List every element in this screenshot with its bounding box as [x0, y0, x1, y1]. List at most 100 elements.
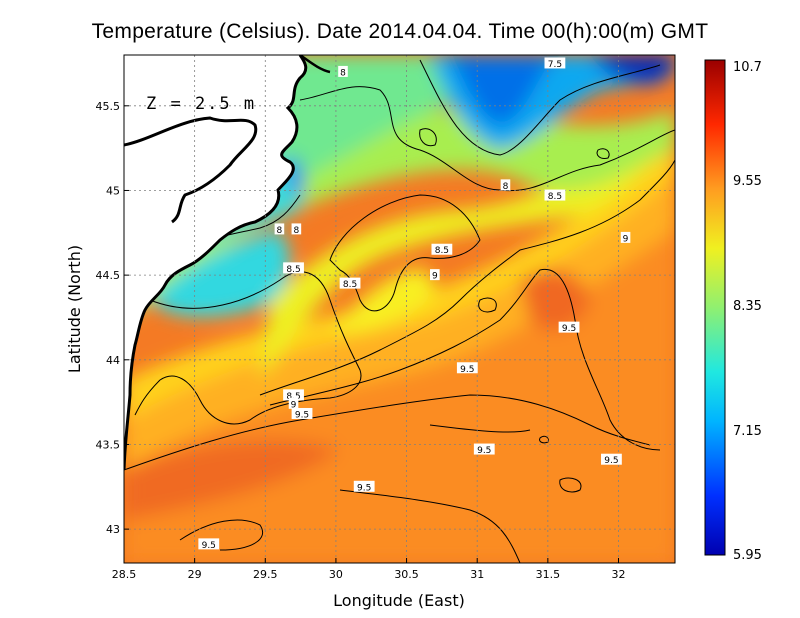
contour-label-bg — [291, 407, 313, 419]
x-tick-label: 32 — [611, 568, 625, 581]
colorbar-tick-label: 9.55 — [733, 174, 762, 189]
contour-label-bg — [338, 65, 348, 77]
contour-label-bg — [620, 231, 631, 243]
colorbar-tick-label: 7.15 — [733, 424, 762, 439]
land-mask — [124, 55, 331, 471]
contour-label-bg — [288, 397, 299, 409]
contour-label: 9.5 — [291, 407, 313, 420]
contour-label: 9 — [620, 231, 631, 244]
contour-line — [124, 394, 651, 471]
y-tick-label: 45 — [106, 184, 120, 197]
contour-line — [419, 128, 437, 147]
contour-label-bg — [283, 389, 304, 401]
contour-label-text: 7.5 — [548, 60, 562, 70]
colorbar-tick-label: 8.35 — [733, 299, 762, 314]
contour-label: 8 — [500, 179, 511, 192]
contour-label: 9 — [430, 269, 440, 282]
contour-line — [299, 86, 675, 192]
contour-label-text: 9 — [291, 400, 297, 410]
contour-label-text: 9.5 — [604, 456, 618, 466]
contour-line — [179, 519, 263, 551]
contour-label: 8.5 — [431, 243, 453, 256]
contour-label-text: 8 — [293, 226, 299, 236]
map-title: Temperature (Celsius). Date 2014.04.04. … — [91, 20, 709, 43]
contour-label-text: 8.5 — [343, 280, 357, 290]
contour-label-text: 8 — [277, 226, 283, 236]
contour-line — [259, 159, 675, 396]
contour-label-text: 9.5 — [562, 324, 576, 334]
x-tick-label: 29 — [188, 568, 202, 581]
contour-label: 9 — [288, 397, 299, 410]
x-tick-label: 30 — [329, 568, 343, 581]
contour-line — [559, 477, 582, 493]
contour-line — [329, 194, 481, 312]
contour-label-text: 9 — [623, 234, 629, 244]
contour-label: 8.5 — [283, 262, 304, 275]
contour-label: 9.5 — [198, 538, 220, 551]
contour-label-text: 9 — [432, 272, 438, 282]
contour-label-bg — [544, 57, 566, 69]
contour-label-text: 8.5 — [548, 192, 562, 202]
lagoon-coastline — [124, 116, 258, 224]
y-tick-label: 43 — [106, 523, 120, 536]
contour-label-bg — [601, 453, 622, 465]
contour-label-bg — [339, 277, 361, 289]
colorbar-ticks: 10.7 9.55 8.35 7.15 5.95 — [733, 60, 762, 563]
contour-label: 9.5 — [473, 443, 495, 456]
contour-label-text: 8.5 — [286, 265, 300, 275]
contour-line — [419, 59, 661, 156]
contour-line — [429, 424, 531, 433]
x-tick-label: 30.5 — [394, 568, 419, 581]
contour-label: 8.5 — [339, 277, 361, 290]
y-axis-label: Latitude (North) — [65, 245, 84, 373]
y-tick-label: 45.5 — [96, 100, 121, 113]
contour-label: 8 — [274, 223, 285, 236]
x-tick-label: 31 — [470, 568, 484, 581]
contour-label-bg — [283, 262, 304, 274]
contour-line — [134, 271, 362, 425]
coastline-north — [299, 55, 331, 74]
contour-label-bg — [456, 362, 478, 374]
contour-lines — [124, 59, 675, 563]
contour-label-bg — [353, 480, 375, 492]
contour-label-bg — [198, 538, 220, 550]
contour-label-text: 9.5 — [460, 365, 474, 375]
contour-label-bg — [558, 321, 580, 333]
y-tick-label: 43.5 — [96, 438, 121, 451]
contour-label: 8.5 — [544, 189, 566, 202]
depth-label: Z = 2.5 m — [146, 94, 256, 114]
contour-label: 9.5 — [601, 453, 622, 466]
contour-line — [269, 268, 661, 451]
contour-label-text: 9.5 — [202, 541, 216, 551]
y-tick-label: 44 — [106, 354, 120, 367]
contour-label: 8.5 — [283, 389, 304, 402]
contour-line — [596, 148, 610, 159]
land — [124, 55, 306, 470]
contour-label-bg — [430, 269, 440, 281]
x-tick-label: 31.5 — [536, 568, 561, 581]
contour-line — [339, 489, 521, 563]
x-tick-label: 29.5 — [253, 568, 278, 581]
contour-label-bg — [544, 189, 566, 201]
contour-label-bg — [274, 223, 285, 235]
contour-label-text: 8 — [503, 182, 509, 192]
plot-frame — [123, 54, 676, 564]
contour-line — [478, 297, 497, 313]
grid-lines — [124, 55, 675, 563]
contour-label-text: 9.5 — [295, 410, 309, 420]
contour-label: 7.5 — [544, 57, 566, 70]
contour-label-text: 8.5 — [435, 246, 449, 256]
colorbar — [705, 60, 725, 555]
x-tick-label: 28.5 — [112, 568, 137, 581]
temperature-field — [124, 55, 675, 563]
x-axis-label: Longitude (East) — [333, 591, 465, 610]
contour-label: 9.5 — [353, 480, 375, 493]
coastline — [124, 55, 308, 471]
contour-label-text: 9.5 — [477, 446, 491, 456]
colorbar-tick-label: 10.7 — [733, 60, 762, 75]
y-axis-ticks: 43 43.5 44 44.5 45 45.5 — [96, 100, 129, 536]
contour-label: 8 — [291, 223, 302, 236]
y-tick-label: 44.5 — [96, 269, 121, 282]
contour-label-bg — [500, 179, 511, 191]
contour-label: 9.5 — [558, 321, 580, 334]
